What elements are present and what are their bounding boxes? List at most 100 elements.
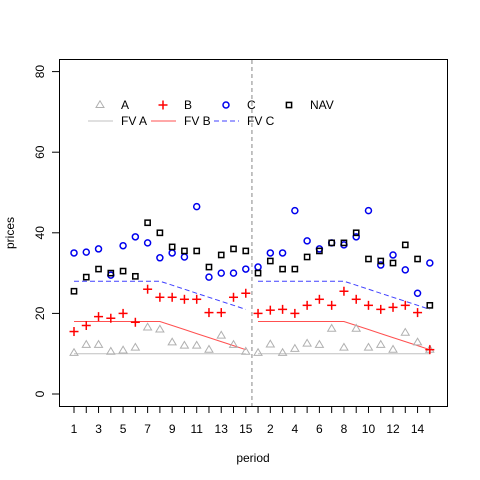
c-point [131, 233, 140, 241]
legend-label-a: A [121, 98, 129, 112]
a-point [314, 339, 325, 348]
fv-c-line [74, 280, 246, 310]
b-point [81, 320, 91, 330]
a-point [69, 347, 79, 356]
c-point [119, 241, 127, 250]
legend: A B C NAV FV A FV B FV C [88, 98, 334, 128]
a-point [240, 346, 251, 355]
fundamental-value-lines [74, 280, 430, 355]
nav-point [70, 287, 78, 295]
c-point [303, 237, 311, 245]
x-tick-label: 2 [267, 422, 274, 436]
y-tick-label: 40 [33, 226, 47, 240]
b-point [327, 300, 337, 310]
y-tick-label: 80 [33, 65, 47, 79]
c-point [156, 254, 164, 262]
a-point [265, 339, 276, 348]
c-point [242, 265, 250, 273]
a-point [339, 342, 349, 351]
x-tick-label: 13 [215, 422, 229, 436]
a-point [191, 340, 202, 349]
c-point [426, 259, 434, 267]
b-point [314, 294, 324, 304]
x-tick-label: 12 [386, 422, 400, 436]
legend-marker-b [158, 100, 168, 110]
a-point [228, 339, 239, 348]
a-point [204, 344, 214, 353]
c-point [217, 269, 225, 277]
nav-point [205, 263, 213, 271]
a-point [167, 337, 178, 346]
x-tick-label: 5 [120, 422, 127, 436]
nav-point [365, 255, 372, 263]
a-point [93, 339, 104, 348]
b-point [425, 345, 435, 355]
b-point [216, 308, 226, 318]
legend-label-b: B [184, 98, 192, 112]
c-point [94, 245, 103, 253]
nav-point [316, 247, 323, 255]
y-tick-label: 20 [33, 306, 47, 320]
c-point [413, 289, 422, 297]
nav-point [119, 267, 127, 275]
a-point [388, 344, 398, 353]
a-point [155, 324, 165, 333]
nav-point [377, 257, 385, 265]
c-point [229, 269, 238, 277]
y-axis: 0 20 40 60 80 [33, 65, 60, 397]
a-point [216, 330, 227, 339]
a-point [326, 323, 337, 332]
x-tick-label: 7 [144, 422, 151, 436]
nav-point [426, 301, 434, 309]
nav-point [291, 265, 299, 273]
b-point [376, 304, 386, 314]
nav-point [95, 265, 102, 273]
nav-point [230, 245, 237, 253]
x-tick-label: 10 [362, 422, 376, 436]
nav-point [156, 229, 164, 237]
b-point [265, 305, 275, 315]
b-point [413, 308, 423, 318]
b-point [290, 308, 300, 318]
a-point [363, 342, 374, 351]
b-point [94, 312, 104, 322]
c-point [352, 233, 360, 241]
a-point [118, 345, 128, 354]
data-points [69, 202, 435, 356]
y-tick-label: 60 [33, 145, 47, 159]
nav-point [242, 247, 250, 255]
c-point [70, 249, 78, 257]
legend-label-fv-a: FV A [121, 114, 147, 128]
a-point [351, 323, 362, 332]
nav-point [352, 229, 360, 237]
b-point [106, 313, 116, 323]
c-point [205, 273, 213, 281]
a-point [277, 347, 288, 356]
b-point [192, 294, 202, 304]
nav-point [107, 269, 115, 277]
b-point [118, 308, 128, 318]
c-point [82, 248, 91, 256]
x-tick-label: 1 [71, 422, 78, 436]
a-point [412, 337, 423, 346]
x-axis: 1 3 5 7 9 11 13 15 2 4 6 8 10 12 14 [71, 406, 431, 436]
y-axis-title: prices [3, 217, 17, 249]
c-point [364, 206, 373, 215]
b-point [253, 308, 263, 318]
x-tick-label: 3 [95, 422, 102, 436]
c-point [266, 249, 275, 257]
b-point [363, 300, 373, 310]
b-point [339, 286, 349, 296]
a-point [302, 338, 312, 347]
legend-label-nav: NAV [310, 98, 334, 112]
x-tick-label: 8 [341, 422, 348, 436]
nav-point [254, 269, 262, 277]
c-point [291, 206, 299, 215]
legend-label-fv-b: FV B [184, 114, 211, 128]
nav-point [193, 247, 201, 255]
b-point [351, 294, 361, 304]
fv-c-line [258, 280, 430, 310]
nav-point [168, 243, 176, 251]
